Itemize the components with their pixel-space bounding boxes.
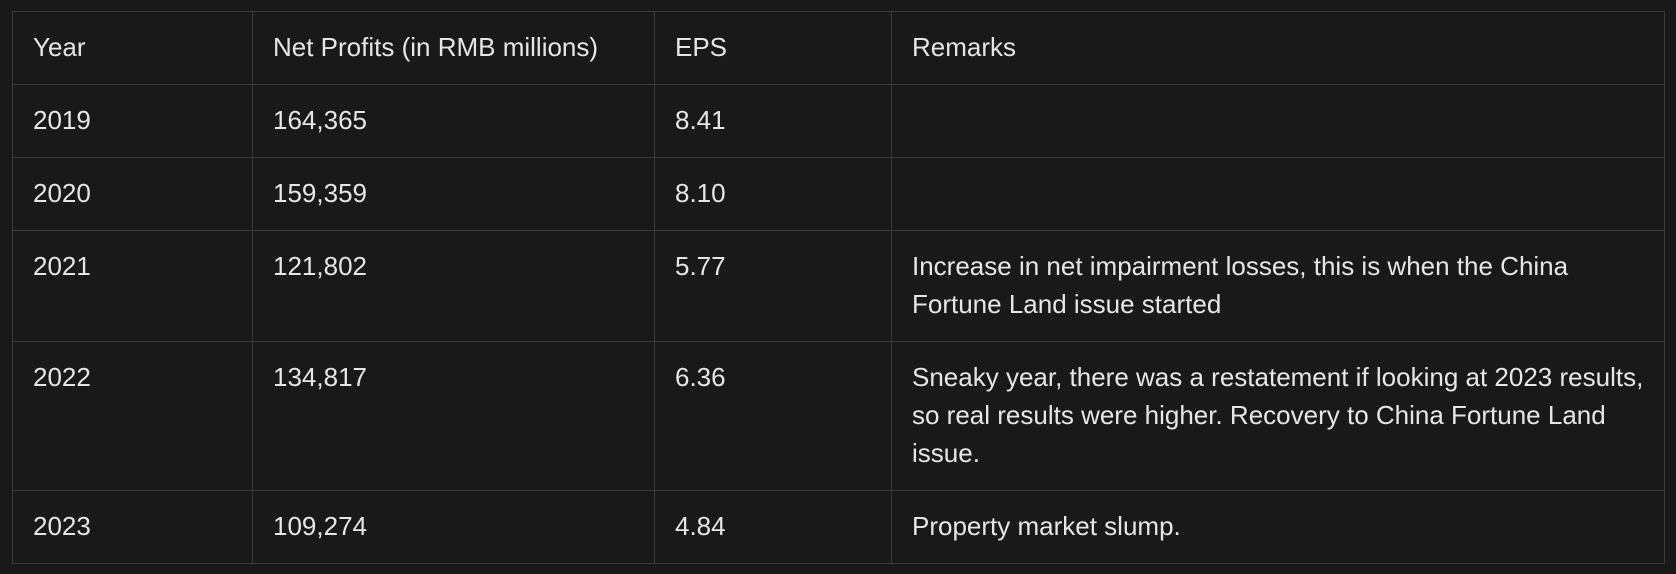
cell-net-profits: 134,817	[252, 341, 655, 491]
cell-remarks: Increase in net impairment losses, this …	[891, 230, 1665, 342]
table-row: 2019 164,365 8.41	[12, 84, 1665, 158]
table-header-row: Year Net Profits (in RMB millions) EPS R…	[12, 11, 1665, 85]
cell-year: 2020	[12, 157, 253, 231]
cell-net-profits: 121,802	[252, 230, 655, 342]
cell-net-profits: 159,359	[252, 157, 655, 231]
cell-eps: 6.36	[654, 341, 892, 491]
cell-eps: 5.77	[654, 230, 892, 342]
cell-net-profits: 164,365	[252, 84, 655, 158]
cell-net-profits: 109,274	[252, 490, 655, 564]
table-row: 2021 121,802 5.77 Increase in net impair…	[12, 230, 1665, 342]
table-container: Year Net Profits (in RMB millions) EPS R…	[12, 11, 1665, 564]
table-row: 2022 134,817 6.36 Sneaky year, there was…	[12, 341, 1665, 491]
cell-remarks	[891, 157, 1665, 231]
header-net-profits: Net Profits (in RMB millions)	[252, 11, 655, 85]
table-row: 2020 159,359 8.10	[12, 157, 1665, 231]
header-remarks: Remarks	[891, 11, 1665, 85]
cell-year: 2019	[12, 84, 253, 158]
cell-eps: 8.10	[654, 157, 892, 231]
cell-remarks	[891, 84, 1665, 158]
cell-year: 2023	[12, 490, 253, 564]
cell-remarks: Sneaky year, there was a restatement if …	[891, 341, 1665, 491]
cell-remarks: Property market slump.	[891, 490, 1665, 564]
financials-table: Year Net Profits (in RMB millions) EPS R…	[12, 11, 1665, 564]
cell-eps: 8.41	[654, 84, 892, 158]
table-row: 2023 109,274 4.84 Property market slump.	[12, 490, 1665, 564]
header-eps: EPS	[654, 11, 892, 85]
header-year: Year	[12, 11, 253, 85]
cell-year: 2022	[12, 341, 253, 491]
cell-year: 2021	[12, 230, 253, 342]
cell-eps: 4.84	[654, 490, 892, 564]
